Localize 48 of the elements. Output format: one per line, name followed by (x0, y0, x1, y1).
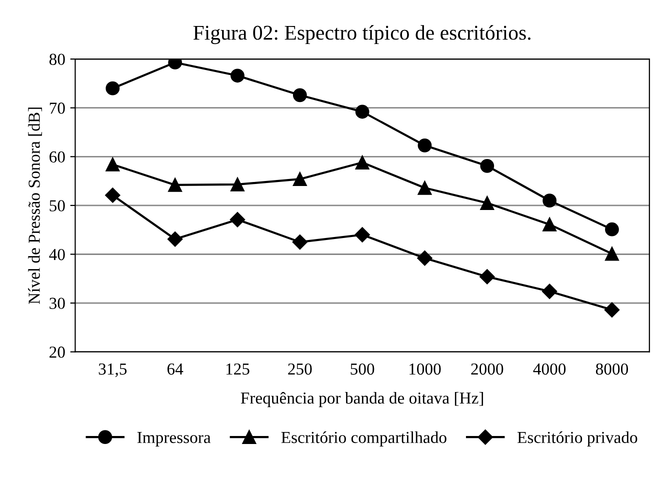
x-tick-label: 2000 (471, 363, 504, 375)
y-tick-label: 60 (50, 151, 65, 163)
point (168, 178, 182, 192)
legend-label: Escritório privado (517, 431, 638, 446)
point (354, 227, 370, 242)
x-tick-label: 64 (167, 363, 184, 375)
point (480, 158, 494, 173)
y-tick-label: 30 (50, 298, 65, 309)
point (418, 180, 432, 195)
point (106, 158, 120, 172)
point (168, 232, 183, 247)
y-tick-label: 70 (50, 102, 65, 114)
point (230, 212, 246, 228)
x-tick-label: 1000 (410, 363, 441, 375)
point (542, 194, 557, 208)
point (417, 250, 432, 266)
point (292, 172, 307, 186)
point (292, 234, 308, 250)
x-tick-label: 4000 (533, 363, 566, 375)
x-tick-label: 31,5 (98, 363, 127, 378)
x-tick-label: 8000 (596, 363, 628, 375)
point (355, 104, 370, 119)
point (355, 156, 370, 170)
point (105, 188, 120, 203)
y-tick-label: 50 (50, 200, 65, 212)
y-tick-label: 40 (49, 248, 65, 260)
point (542, 218, 557, 232)
x-tick-label: 125 (226, 363, 250, 375)
point (418, 138, 432, 152)
y-tick-label: 80 (49, 54, 65, 65)
y-axis-title: Nível de Pressão Sonora [dB] (28, 108, 42, 304)
point (605, 246, 619, 261)
point (480, 269, 495, 284)
legend-label: Escritório compartilhado (281, 431, 446, 446)
x-tick-label: 500 (350, 363, 374, 375)
point (605, 222, 619, 236)
x-tick-label: 250 (288, 363, 312, 375)
y-tick-label: 20 (50, 346, 65, 358)
point (230, 68, 244, 83)
legend-label: Impressora (137, 432, 211, 446)
point (230, 178, 244, 192)
x-axis-title: Frequência por banda de oitava [Hz] (240, 392, 484, 408)
point (542, 284, 558, 299)
point (604, 302, 620, 318)
point (106, 81, 120, 96)
point (292, 88, 307, 102)
point (480, 196, 494, 210)
chart-title: Figura 02: Espectro típico de escritórios. (193, 25, 530, 44)
